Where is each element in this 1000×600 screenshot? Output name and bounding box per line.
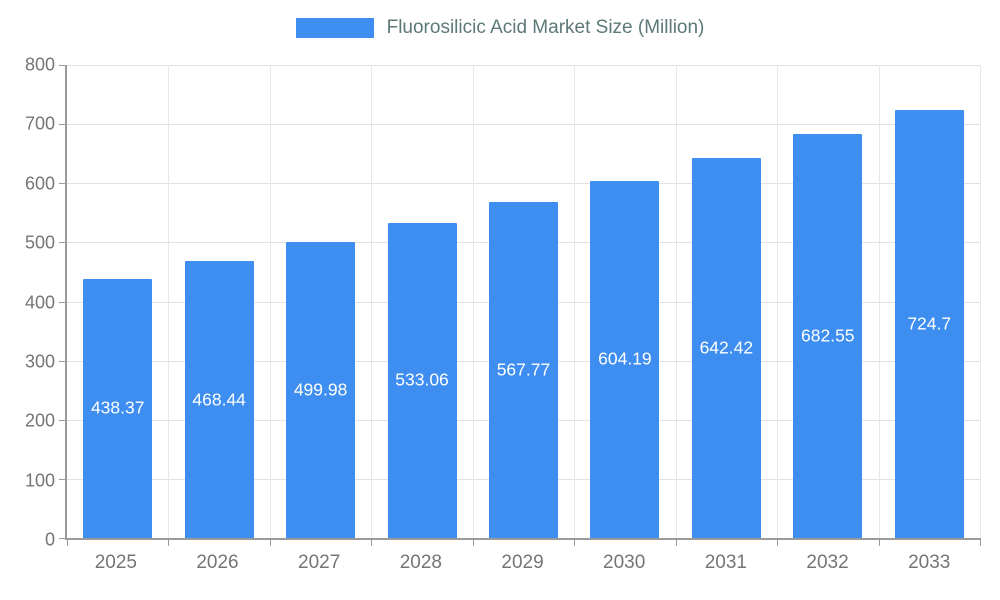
- y-axis-tick-mark: [59, 419, 67, 421]
- x-axis-tick-mark: [574, 538, 576, 546]
- y-axis-tick-mark: [59, 538, 67, 539]
- bar-2028[interactable]: 533.06: [387, 222, 457, 538]
- x-axis-tick-label: 2031: [704, 552, 747, 573]
- bar-value-label: 499.98: [293, 379, 348, 400]
- gridline-vertical: [777, 65, 779, 538]
- bar-value-label: 604.19: [598, 348, 652, 369]
- y-axis-tick-mark: [59, 360, 67, 362]
- gridline-vertical: [168, 65, 170, 538]
- gridline-vertical: [574, 65, 576, 538]
- gridline-vertical: [675, 65, 677, 538]
- gridline-horizontal: [67, 65, 980, 66]
- legend[interactable]: Fluorosilicic Acid Market Size (Million): [0, 17, 1000, 39]
- bar-2026[interactable]: 468.44: [184, 261, 254, 538]
- bar-value-label: 438.37: [90, 397, 145, 418]
- x-axis-tick-mark: [878, 538, 880, 546]
- gridline-vertical: [472, 65, 474, 538]
- x-axis-tick-mark: [269, 538, 271, 546]
- y-axis-tick-mark: [59, 301, 67, 303]
- y-axis-tick-mark: [59, 183, 67, 185]
- y-axis-tick-label: 700: [24, 113, 55, 134]
- x-axis-tick-label: 2027: [298, 552, 341, 573]
- y-axis-tick-label: 100: [24, 470, 55, 491]
- bar-2031[interactable]: 642.42: [691, 158, 761, 538]
- bar-slot: 604.19: [574, 65, 675, 538]
- bar-slot: 724.7: [879, 65, 980, 538]
- y-axis-tick-label: 0: [44, 529, 55, 550]
- bar-series: 438.37 468.44 499.98 533.06 567.77 604.19 642.…: [67, 65, 980, 538]
- plot-area: 438.37 468.44 499.98 533.06 567.77 604.19 642.…: [59, 65, 981, 546]
- bar-2029[interactable]: 567.77: [488, 202, 558, 538]
- bar-2030[interactable]: 604.19: [590, 180, 660, 538]
- legend-swatch: [295, 18, 374, 38]
- bar-2033[interactable]: 724.7: [894, 109, 964, 538]
- gridline-horizontal: [67, 124, 980, 126]
- gridline-vertical: [878, 65, 880, 538]
- x-axis-tick-mark: [67, 538, 68, 546]
- chart-title: Fluorosilicic Acid Market Size (Million): [386, 17, 705, 38]
- bar-value-label: 724.7: [907, 313, 952, 334]
- y-axis-tick-label: 800: [24, 54, 55, 75]
- x-axis-tick-mark: [371, 538, 373, 546]
- bar-value-label: 468.44: [192, 389, 246, 410]
- x-axis-tick-label: 2033: [908, 552, 951, 573]
- gridline-horizontal: [67, 183, 980, 185]
- y-axis-tick-label: 400: [24, 292, 55, 312]
- x-axis-tick-mark: [980, 538, 981, 546]
- x-axis-tick-label: 2032: [806, 552, 849, 573]
- x-axis-tick-label: 2030: [603, 552, 646, 573]
- y-axis-tick-label: 300: [24, 351, 55, 372]
- bar-2032[interactable]: 682.55: [793, 134, 863, 538]
- bar-slot: 567.77: [473, 65, 574, 538]
- y-axis-tick-label: 600: [24, 173, 55, 194]
- bar-slot: 499.98: [270, 65, 371, 538]
- y-axis-tick-mark: [59, 242, 67, 244]
- bar-value-label: 682.55: [801, 325, 855, 346]
- gridline-vertical: [980, 65, 981, 538]
- gridline-vertical: [269, 65, 271, 538]
- bar-slot: 533.06: [371, 65, 472, 538]
- x-axis-tick-label: 2026: [196, 552, 239, 573]
- x-axis: 2025 2026 2027 2028 2029 2030 2031 2032 2033: [65, 552, 980, 574]
- y-axis-tick-label: 200: [24, 410, 55, 431]
- bar-slot: 468.44: [168, 65, 269, 538]
- bar-slot: 682.55: [777, 65, 878, 538]
- x-axis-tick-label: 2029: [501, 552, 544, 573]
- bar-2025[interactable]: 438.37: [83, 278, 153, 538]
- x-axis-tick-mark: [675, 538, 677, 546]
- y-axis: 0 100 200 300 400 500 600 700 800: [0, 55, 55, 550]
- bar-slot: 642.42: [676, 65, 777, 538]
- x-axis-tick-label: 2028: [399, 552, 442, 573]
- bar-value-label: 567.77: [496, 359, 551, 380]
- y-axis-tick-mark: [59, 124, 67, 126]
- x-axis-tick-mark: [472, 538, 474, 546]
- y-axis-tick-mark: [59, 65, 67, 66]
- gridline-vertical: [371, 65, 373, 538]
- x-axis-tick-label: 2025: [94, 552, 137, 573]
- bar-2027[interactable]: 499.98: [286, 242, 356, 538]
- x-axis-tick-mark: [168, 538, 170, 546]
- bar-value-label: 533.06: [395, 369, 449, 390]
- y-axis-tick-mark: [59, 478, 67, 480]
- x-axis-tick-mark: [777, 538, 779, 546]
- bar-value-label: 642.42: [699, 337, 754, 358]
- bar-slot: 438.37: [67, 65, 168, 538]
- y-axis-tick-label: 500: [24, 232, 55, 253]
